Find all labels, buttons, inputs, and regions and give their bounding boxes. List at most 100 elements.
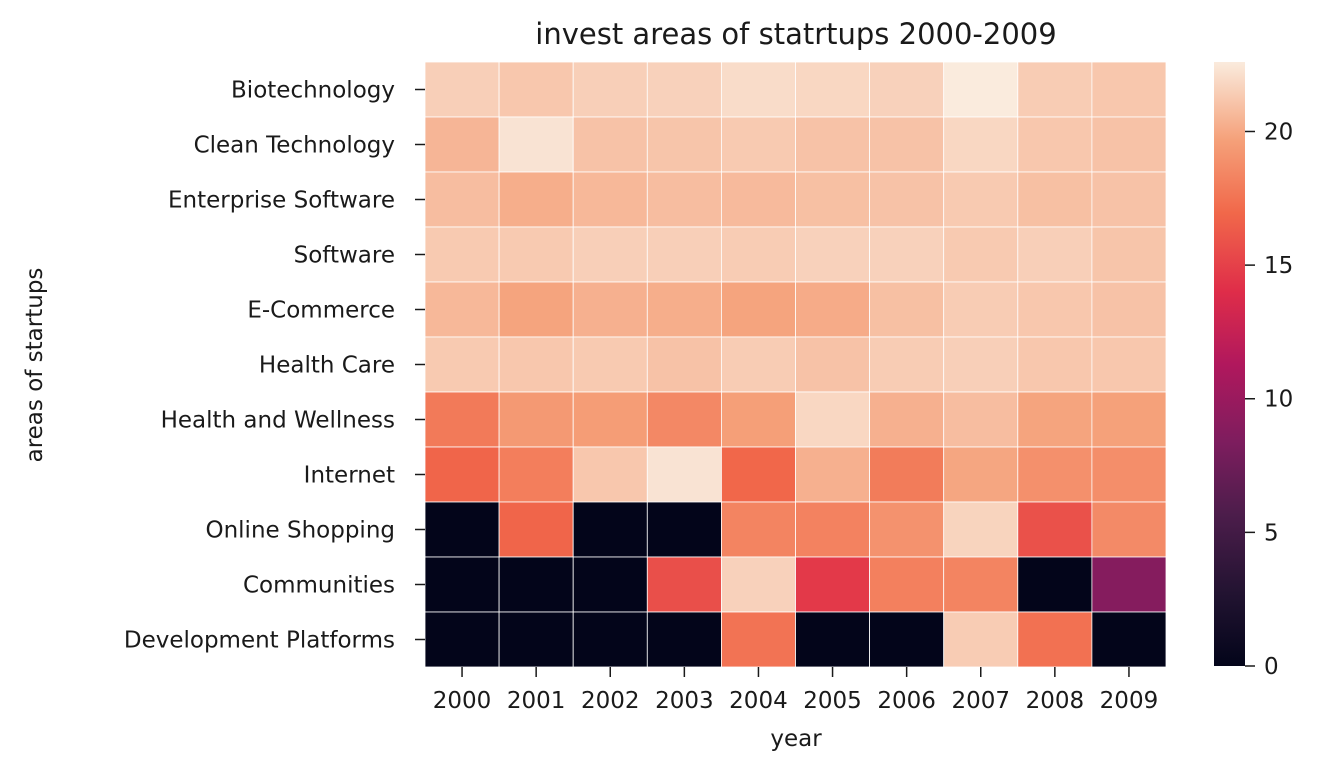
heatmap-cell [795, 61, 870, 118]
heatmap-cell [572, 611, 648, 668]
heatmap-cell [721, 171, 796, 228]
heatmap-cell [943, 281, 1019, 338]
heatmap-cell [498, 281, 574, 338]
colorbar-tick-label: 15 [1264, 253, 1293, 279]
heatmap-cell [572, 556, 648, 613]
heatmap-cell [795, 281, 870, 338]
heatmap-cell [721, 501, 796, 558]
heatmap-cell [424, 501, 500, 558]
heatmap-cell [646, 391, 722, 448]
heatmap-cell [498, 226, 574, 283]
heatmap-cell [943, 336, 1019, 393]
heatmap-cell [795, 446, 870, 503]
heatmap-cell [424, 446, 500, 503]
heatmap-cell [869, 446, 945, 503]
y-tick-label: Enterprise Software [168, 188, 395, 214]
heatmap-cell [1091, 116, 1167, 173]
heatmap-cells [424, 61, 1167, 668]
heatmap-cell [1017, 336, 1093, 393]
heatmap-cell [572, 171, 648, 228]
heatmap-cell [646, 171, 722, 228]
heatmap-cell [1017, 281, 1093, 338]
heatmap-cell [943, 611, 1019, 668]
heatmap-cell [498, 61, 574, 118]
heatmap-cell [1017, 391, 1093, 448]
heatmap-cell [721, 611, 796, 668]
heatmap-cell [424, 226, 500, 283]
heatmap-cell [869, 171, 945, 228]
heatmap-cell [1017, 556, 1093, 613]
heatmap-cell [424, 556, 500, 613]
heatmap-cell [646, 61, 722, 118]
x-tick-label: 2002 [581, 688, 640, 714]
x-tick-label: 2003 [655, 688, 714, 714]
heatmap-cell [424, 336, 500, 393]
heatmap-cell [572, 226, 648, 283]
heatmap-cell [869, 501, 945, 558]
heatmap-cell [424, 611, 500, 668]
heatmap-cell [1091, 281, 1167, 338]
heatmap-cell [869, 556, 945, 613]
heatmap-cell [1091, 61, 1167, 118]
heatmap-cell [943, 556, 1019, 613]
heatmap-cell [646, 446, 722, 503]
heatmap-cell [869, 391, 945, 448]
heatmap-cell [721, 446, 796, 503]
heatmap-cell [795, 171, 870, 228]
y-tick-label: Internet [304, 463, 395, 489]
heatmap-cell [424, 61, 500, 118]
heatmap-cell [721, 226, 796, 283]
heatmap-cell [646, 556, 722, 613]
x-tick-label: 2004 [729, 688, 788, 714]
x-tick-label: 2008 [1026, 688, 1085, 714]
heatmap-cell [1091, 501, 1167, 558]
chart-title: invest areas of statrtups 2000-2009 [535, 17, 1056, 51]
heatmap-cell [1017, 226, 1093, 283]
y-tick-label: Development Platforms [124, 628, 395, 654]
x-tick-label: 2007 [951, 688, 1010, 714]
heatmap-cell [572, 116, 648, 173]
heatmap-cell [498, 171, 574, 228]
heatmap-cell [869, 116, 945, 173]
heatmap-cell [646, 226, 722, 283]
heatmap-cell [1017, 61, 1093, 118]
x-tick-labels: 2000 2001 2002 2003 2004 2005 2006 2007 2008 2009 [433, 667, 1158, 714]
x-tick-label: 2001 [507, 688, 566, 714]
y-tick-label: Health Care [259, 353, 395, 379]
heatmap-cell [572, 61, 648, 118]
heatmap-cell [424, 171, 500, 228]
colorbar [1214, 62, 1245, 666]
heatmap-cell [943, 116, 1019, 173]
heatmap-cell [795, 611, 870, 668]
heatmap-cell [572, 281, 648, 338]
heatmap-cell [498, 501, 574, 558]
heatmap-cell [498, 556, 574, 613]
heatmap-cell [646, 116, 722, 173]
heatmap-cell [646, 336, 722, 393]
heatmap-cell [943, 61, 1019, 118]
heatmap-cell [498, 336, 574, 393]
heatmap-cell [1091, 226, 1167, 283]
heatmap-cell [943, 226, 1019, 283]
heatmap-cell [869, 61, 945, 118]
y-tick-label: Biotechnology [231, 78, 395, 104]
y-tick-label: Clean Technology [194, 133, 395, 159]
x-tick-label: 2000 [433, 688, 492, 714]
heatmap-cell [1091, 171, 1167, 228]
heatmap-cell [1017, 611, 1093, 668]
x-tick-label: 2009 [1100, 688, 1159, 714]
heatmap-cell [424, 116, 500, 173]
heatmap-cell [1091, 446, 1167, 503]
y-tick-label: Communities [243, 573, 395, 599]
heatmap-cell [795, 336, 870, 393]
heatmap-cell [721, 281, 796, 338]
heatmap-cell [869, 336, 945, 393]
heatmap-cell [943, 501, 1019, 558]
heatmap-cell [721, 336, 796, 393]
y-tick-labels: Biotechnology Clean Technology Enterprise … [124, 78, 425, 654]
heatmap-cell [646, 501, 722, 558]
y-tick-label: Software [294, 243, 395, 269]
heatmap-cell [869, 226, 945, 283]
y-axis-label: areas of startups [22, 268, 48, 463]
heatmap-cell [572, 336, 648, 393]
